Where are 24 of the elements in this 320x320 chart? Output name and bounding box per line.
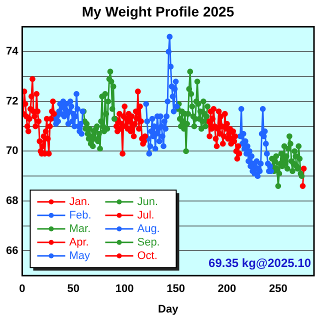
chart-title: My Weight Profile 2025 [82,3,234,20]
legend-label: Oct. [137,250,158,262]
legend-label: Sep. [137,236,160,248]
x-tick-label: 50 [67,283,80,296]
x-tick-label: 200 [218,283,236,296]
legend-label: Feb. [69,209,92,222]
legend-label: Apr. [69,236,89,248]
x-tick-label: 0 [19,283,26,296]
y-tick-label: 74 [6,46,20,58]
legend-label: Jul. [137,209,154,222]
y-tick-label: 68 [6,194,18,207]
y-tick-label: 70 [6,145,18,158]
legend-label: Mar. [69,222,91,235]
x-tick-label: 250 [268,283,288,296]
x-axis-title: Day [158,303,180,316]
legend-label: May [69,250,91,262]
x-tick-label: 150 [166,283,185,296]
x-tick-label: 100 [115,283,134,296]
annotation: 69.35 kg@2025.10 [208,256,312,270]
legend-label: Jun. [137,196,158,208]
legend-label: Aug. [137,222,160,235]
legend-label: Jan. [69,196,90,208]
y-tick-label: 72 [6,95,18,108]
y-tick-label: 66 [6,244,18,257]
